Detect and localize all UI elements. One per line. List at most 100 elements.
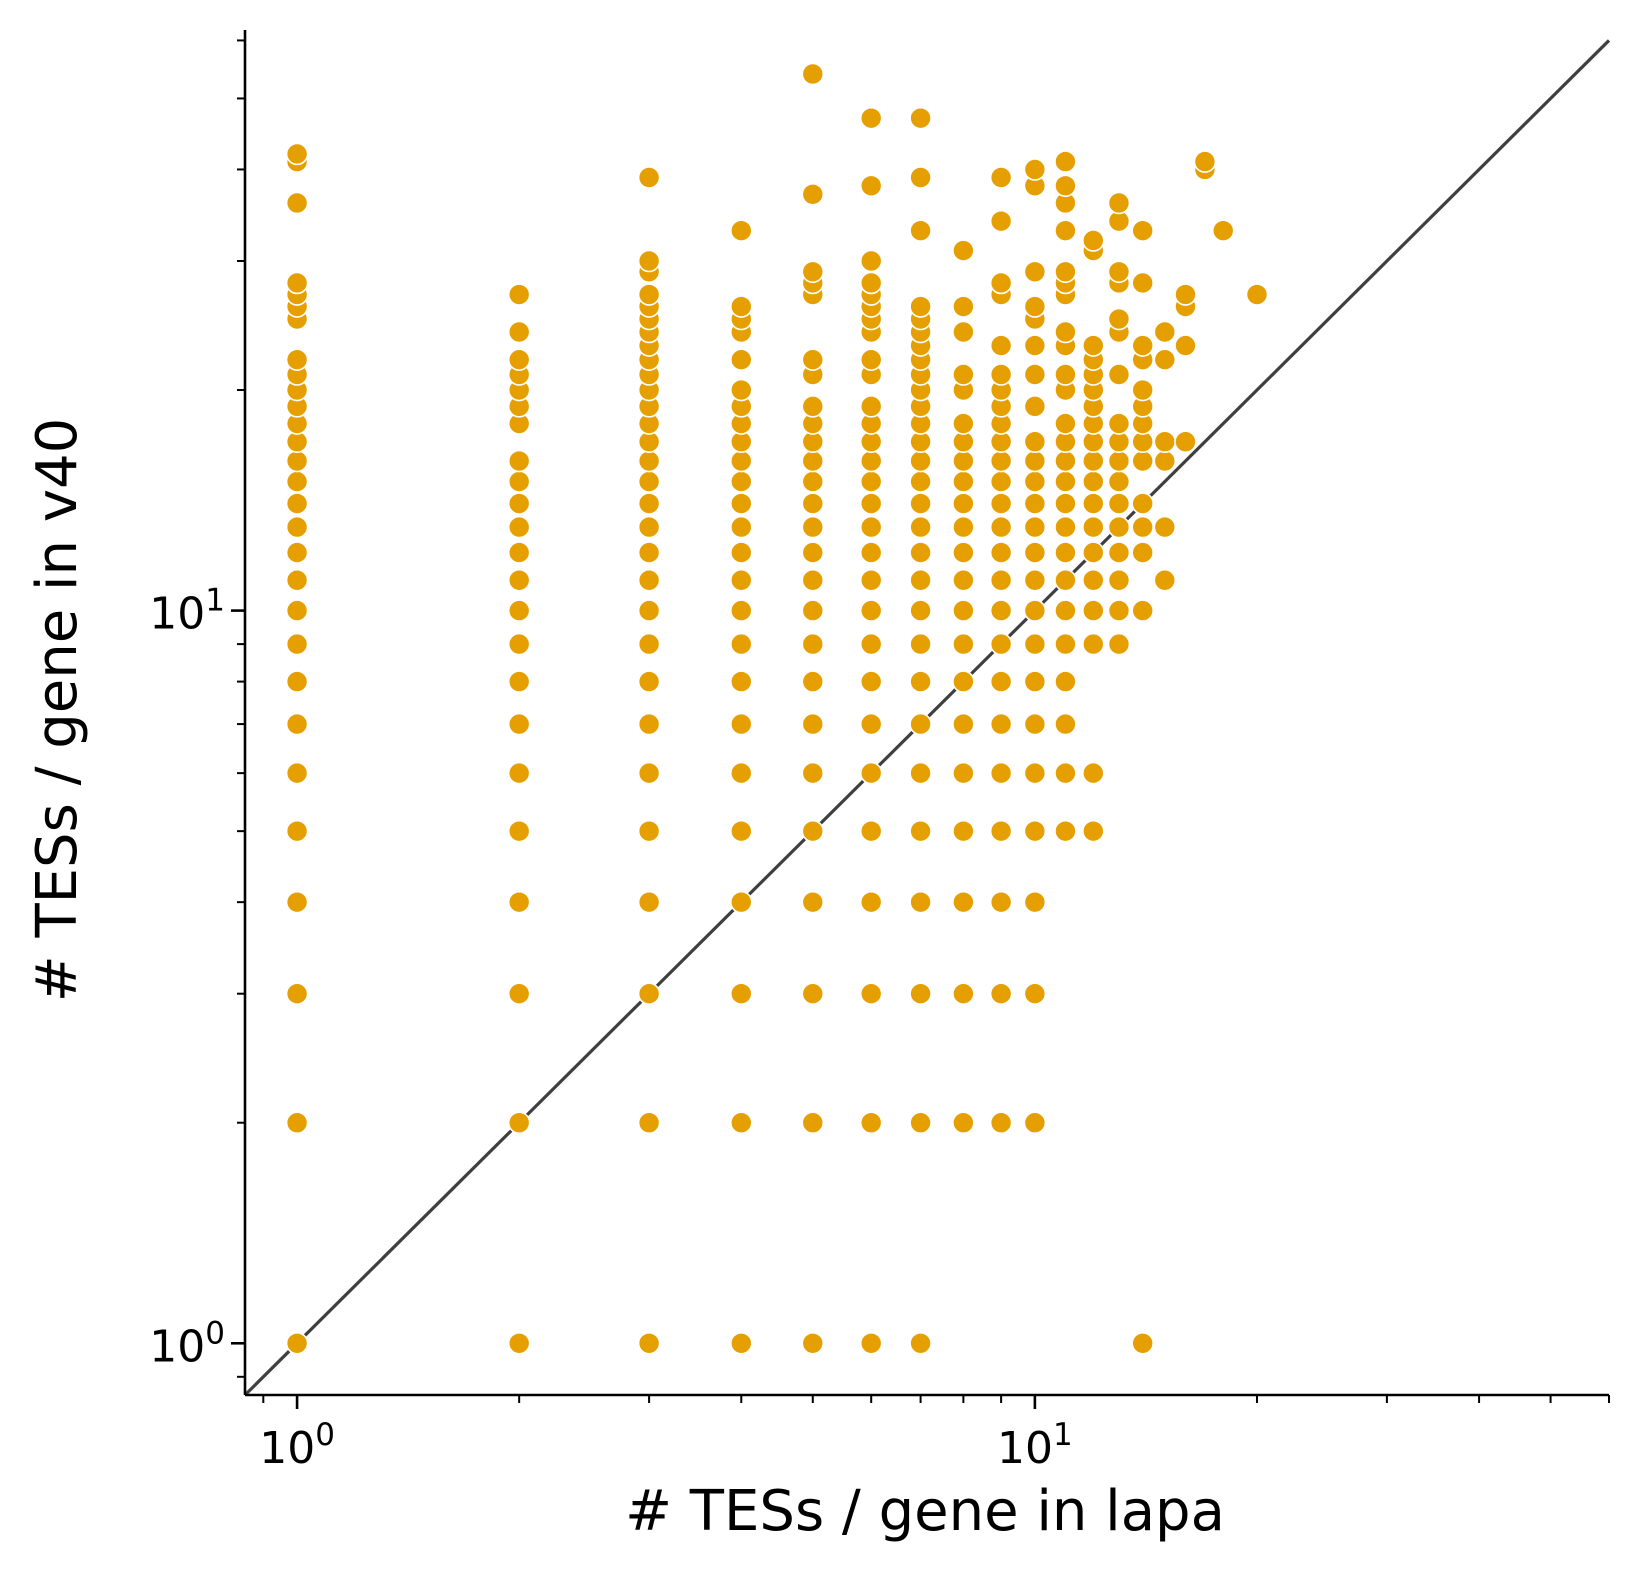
data-point (1131, 492, 1154, 515)
data-point (859, 348, 883, 371)
data-point (507, 599, 531, 622)
data-point (285, 712, 309, 736)
data-point (285, 541, 309, 564)
data-point (507, 492, 531, 515)
data-point (1245, 283, 1269, 306)
data-point (1174, 283, 1197, 306)
data-point (952, 982, 975, 1005)
data-point (285, 271, 309, 295)
data-point (1153, 449, 1177, 473)
data-point (989, 492, 1013, 515)
data-point (1107, 599, 1131, 622)
data-point (637, 632, 661, 656)
data-point (989, 632, 1013, 656)
data-point (1023, 334, 1047, 357)
data-point (909, 295, 932, 318)
data-point (952, 599, 975, 622)
data-point (1107, 449, 1131, 473)
data-point (801, 761, 825, 785)
axes (243, 30, 1609, 1397)
data-point (729, 219, 753, 242)
data-point (637, 599, 661, 622)
data-point (507, 1111, 531, 1135)
data-point (952, 632, 975, 656)
data-point (909, 1331, 932, 1355)
data-point (801, 62, 825, 86)
data-point (729, 1331, 753, 1355)
data-point (1081, 819, 1105, 843)
data-point (507, 890, 531, 914)
x-axis-ticks: 100 101 (259, 1395, 1610, 1474)
data-point (729, 1111, 753, 1135)
data-point (909, 106, 932, 130)
data-point (859, 819, 883, 843)
data-point (952, 819, 975, 843)
data-point (952, 470, 975, 493)
data-point (801, 599, 825, 622)
data-point (952, 492, 975, 515)
data-point (989, 209, 1013, 233)
data-point (637, 670, 661, 693)
data-point (859, 515, 883, 539)
data-point (507, 761, 531, 785)
data-point (507, 1331, 531, 1355)
data-point (859, 599, 883, 622)
data-point (989, 271, 1013, 295)
data-point (285, 761, 309, 785)
data-point (1054, 174, 1077, 198)
data-point (859, 106, 883, 130)
data-point (859, 271, 883, 295)
data-point (989, 568, 1013, 592)
data-point (1023, 599, 1047, 622)
data-point (989, 541, 1013, 564)
data-point (1081, 568, 1105, 592)
data-point (285, 568, 309, 592)
data-point (637, 449, 661, 473)
data-point (801, 568, 825, 592)
data-point (952, 541, 975, 564)
data-point (729, 890, 753, 914)
data-point (1023, 982, 1047, 1005)
data-point (637, 541, 661, 564)
data-point (285, 348, 309, 371)
data-point (637, 283, 661, 306)
data-point (989, 819, 1013, 843)
data-point (801, 1111, 825, 1135)
data-point (1054, 219, 1077, 242)
data-point (1023, 890, 1047, 914)
data-point (285, 1111, 309, 1135)
data-point (859, 568, 883, 592)
data-point (1023, 295, 1047, 318)
data-point (859, 249, 883, 273)
data-point (801, 470, 825, 493)
x-tick-label: 101 (997, 1417, 1073, 1474)
data-point (801, 632, 825, 656)
data-point (1023, 449, 1047, 473)
data-point (801, 449, 825, 473)
data-point (952, 295, 975, 318)
data-point (507, 348, 531, 371)
data-point (637, 249, 661, 273)
data-point (859, 890, 883, 914)
data-point (801, 1331, 825, 1355)
data-point (1081, 334, 1105, 357)
data-point (1054, 670, 1077, 693)
data-point (989, 334, 1013, 357)
data-point (952, 320, 975, 344)
data-point (1174, 430, 1197, 454)
y-axis-title: # TESs / gene in v40 (25, 418, 90, 1003)
data-point (909, 819, 932, 843)
data-point (952, 412, 975, 435)
data-point (801, 982, 825, 1005)
data-point (989, 670, 1013, 693)
data-point (1131, 1331, 1154, 1355)
y-axis-ticks: 100 101 (149, 39, 245, 1378)
data-point (285, 632, 309, 656)
data-point (729, 599, 753, 622)
data-point (1023, 492, 1047, 515)
data-point (801, 890, 825, 914)
data-point (729, 515, 753, 539)
data-point (1131, 541, 1154, 564)
data-point (1023, 363, 1047, 386)
data-point (859, 1111, 883, 1135)
